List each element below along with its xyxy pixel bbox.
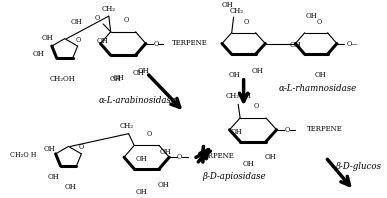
Text: OH: OH: [289, 42, 301, 50]
Text: O—: O—: [346, 40, 358, 48]
Text: O: O: [79, 143, 84, 151]
Text: TERPENE: TERPENE: [172, 39, 208, 47]
Text: OH: OH: [315, 71, 327, 79]
Text: O: O: [284, 126, 289, 134]
Text: OH: OH: [32, 50, 44, 58]
Text: O: O: [147, 130, 152, 138]
Text: OH: OH: [42, 34, 54, 42]
Text: TERPENE: TERPENE: [199, 152, 235, 160]
Text: O: O: [244, 18, 249, 26]
Text: OH: OH: [159, 148, 171, 156]
Text: OH: OH: [96, 37, 108, 45]
Text: OH: OH: [222, 1, 234, 9]
Text: OH: OH: [44, 145, 55, 153]
Text: OH: OH: [48, 173, 59, 181]
Text: O: O: [123, 16, 128, 24]
Text: CH₂OH: CH₂OH: [50, 75, 76, 83]
Text: OH: OH: [228, 71, 240, 79]
Text: OH: OH: [252, 67, 264, 75]
Text: α-L-rhamnosidase: α-L-rhamnosidase: [279, 84, 357, 93]
Text: OH: OH: [136, 188, 148, 196]
Text: β-D-glucos: β-D-glucos: [335, 163, 381, 171]
Text: OH: OH: [264, 153, 276, 161]
Text: CH₂O H: CH₂O H: [10, 151, 36, 159]
Text: TERPENE: TERPENE: [307, 125, 342, 133]
Text: O: O: [177, 153, 182, 161]
Text: OH: OH: [113, 74, 124, 82]
Text: OH: OH: [132, 69, 144, 77]
Text: OH: OH: [110, 75, 122, 83]
Text: CH₂: CH₂: [102, 5, 116, 13]
Text: O: O: [253, 102, 259, 110]
Text: OH: OH: [230, 128, 242, 136]
Text: CH₂OH: CH₂OH: [225, 92, 251, 100]
Text: β-D-apiosidase: β-D-apiosidase: [202, 172, 266, 181]
Text: CH₂: CH₂: [120, 122, 134, 130]
Text: α-L-arabinosidase: α-L-arabinosidase: [98, 96, 176, 105]
Text: O: O: [95, 14, 100, 22]
Text: O: O: [316, 18, 322, 26]
Text: OH: OH: [243, 160, 254, 168]
Text: OH: OH: [65, 183, 76, 191]
Text: O: O: [75, 36, 80, 44]
Text: CH₂: CH₂: [229, 7, 243, 15]
Text: OH: OH: [70, 18, 82, 26]
Text: OH: OH: [138, 67, 150, 75]
Text: OH: OH: [306, 12, 317, 20]
Text: OH: OH: [136, 155, 148, 163]
Text: O: O: [153, 40, 159, 48]
Text: OH: OH: [158, 181, 170, 189]
